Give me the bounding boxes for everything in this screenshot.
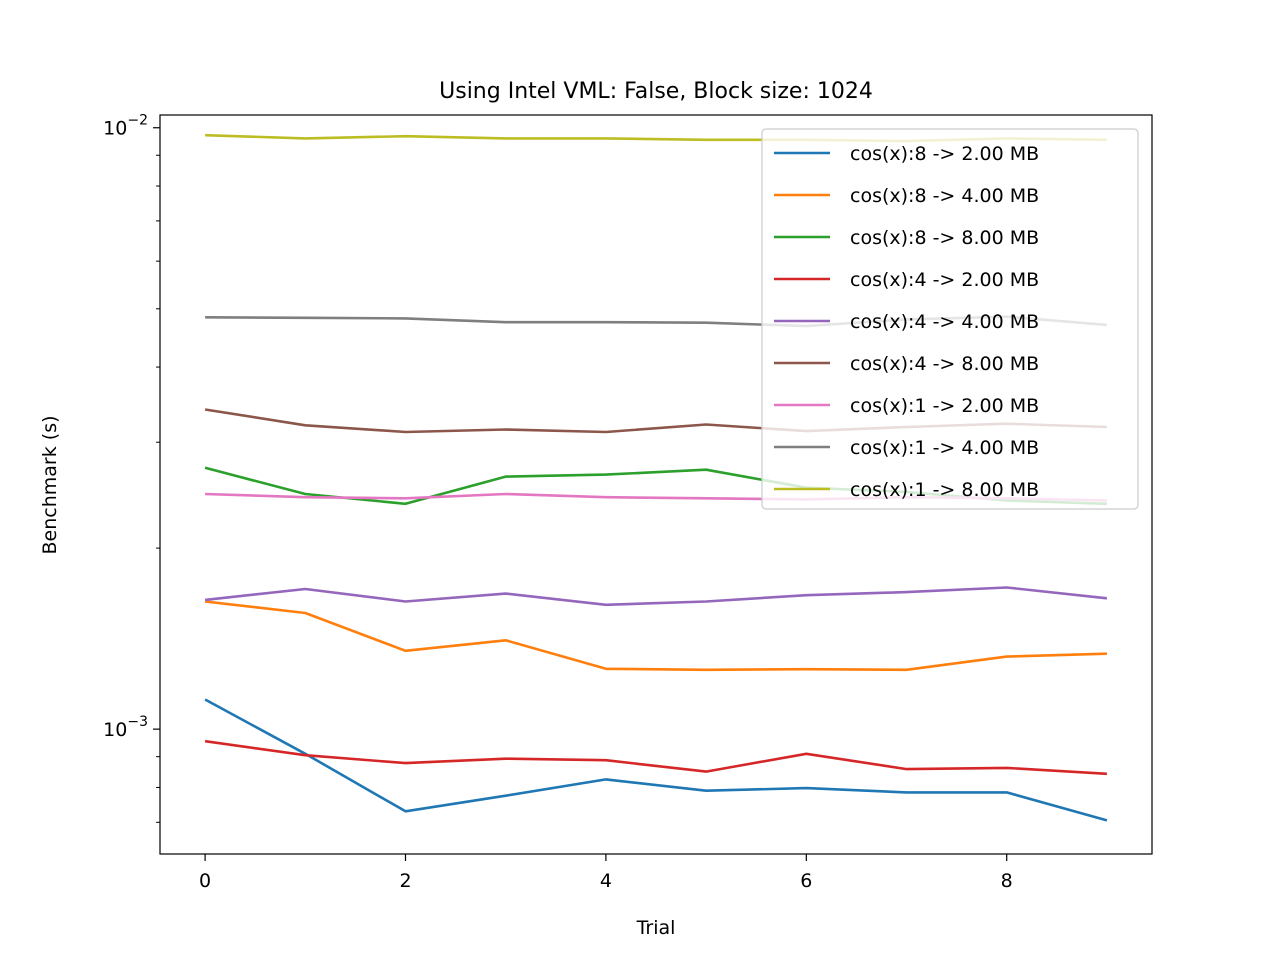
- plot-frame: [159, 114, 1153, 855]
- series-line-0: [204, 698, 1108, 822]
- chart-title: Using Intel VML: False, Block size: 1024: [439, 79, 873, 104]
- series-line-4: [204, 586, 1108, 607]
- legend-entry-label: cos(x):1 -> 8.00 MB: [850, 479, 1039, 501]
- y-axis: 10−3 10−2: [103, 113, 160, 823]
- y-axis-label: Benchmark (s): [39, 416, 61, 555]
- y-tick-label: 10−3: [103, 714, 148, 741]
- x-axis: 0 2 4 6 8: [199, 854, 1013, 892]
- legend-entry-label: cos(x):8 -> 4.00 MB: [850, 185, 1039, 207]
- legend-entry-label: cos(x):8 -> 2.00 MB: [850, 143, 1039, 165]
- legend-entry-label: cos(x):1 -> 4.00 MB: [850, 437, 1039, 459]
- series-line-3: [204, 739, 1107, 776]
- legend-entry-label: cos(x):4 -> 2.00 MB: [850, 269, 1039, 291]
- legend-entry-label: cos(x):4 -> 8.00 MB: [850, 353, 1039, 375]
- legend-entry-label: cos(x):8 -> 8.00 MB: [850, 227, 1039, 249]
- plot-lines: [204, 133, 1108, 822]
- x-tick-label: 4: [600, 870, 612, 892]
- legend-entry-label: cos(x):1 -> 2.00 MB: [850, 395, 1039, 417]
- x-axis-label: Trial: [636, 917, 676, 939]
- x-tick-label: 8: [1001, 870, 1013, 892]
- legend-frame: [761, 128, 1139, 510]
- legend-entry-label: cos(x):4 -> 4.00 MB: [850, 311, 1039, 333]
- legend: cos(x):8 -> 2.00 MB cos(x):8 -> 4.00 MB co…: [761, 128, 1139, 510]
- x-tick-label: 6: [800, 870, 812, 892]
- y-tick-label: 10−2: [103, 113, 148, 140]
- x-tick-label: 0: [199, 870, 211, 892]
- x-tick-label: 2: [399, 870, 411, 892]
- series-line-1: [204, 600, 1107, 672]
